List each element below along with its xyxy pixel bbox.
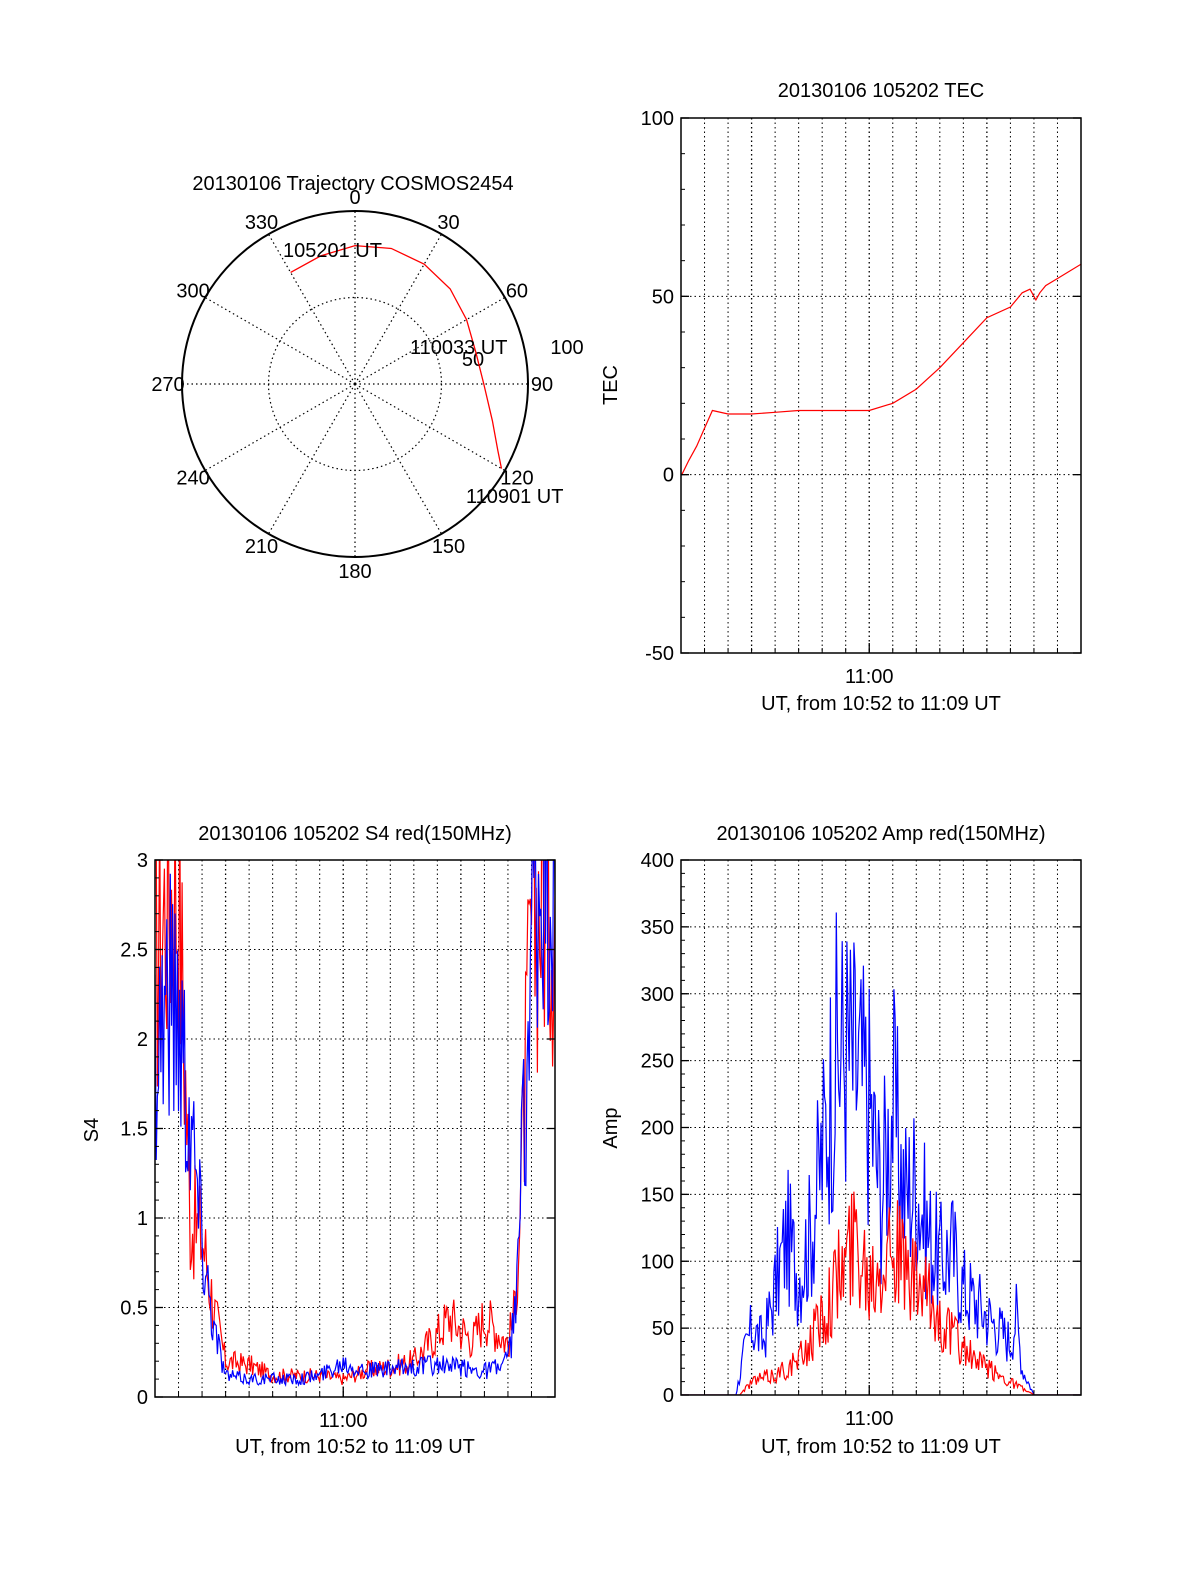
s4-title: 20130106 105202 S4 red(150MHz) [198, 823, 512, 845]
x-tick-label: 11:00 [319, 1410, 368, 1432]
polar-spoke [354, 296, 506, 385]
y-tick-label: 0.5 [120, 1298, 148, 1320]
annotation-end-time: 110901 UT [466, 486, 563, 508]
tec-red-series-line [681, 263, 1081, 475]
tec-x-axis-label: UT, from 10:52 to 11:09 UT [761, 693, 1001, 715]
amp-series [681, 912, 1081, 1395]
y-tick-label: 1 [137, 1208, 148, 1230]
amp-grid [681, 860, 1081, 1395]
s4-x-ticks: 11:00 [178, 1387, 532, 1432]
amp-title: 20130106 105202 Amp red(150MHz) [716, 823, 1045, 845]
y-tick-label: 350 [641, 917, 674, 939]
s4-series [155, 860, 555, 1388]
y-tick-label: 0 [663, 465, 674, 487]
polar-spoke [354, 383, 506, 472]
y-tick-label: 50 [652, 1318, 674, 1340]
polar-azimuth-label: 90 [531, 374, 553, 396]
polar-trajectory-plot: 20130106 Trajectory COSMOS2454 0 30 60 90 12… [151, 173, 583, 583]
amp-blue-series-line [681, 912, 1081, 1395]
polar-spoke [354, 383, 443, 535]
s4-y-ticks: 0 0.5 1 1.5 2 2.5 3 [120, 850, 555, 1409]
y-tick-label: 1.5 [120, 1119, 148, 1141]
polar-azimuth-label: 120 [500, 468, 533, 490]
y-tick-label: 2 [137, 1029, 148, 1051]
tec-y-ticks: -50 0 50 100 [641, 108, 1081, 665]
y-tick-label: 2.5 [120, 940, 148, 962]
polar-trajectory-line [290, 244, 503, 469]
s4-blue-series-line [155, 860, 555, 1388]
tec-grid [681, 118, 1081, 653]
tec-plot-frame [680, 117, 1082, 654]
amp-y-axis-label: Amp [600, 1107, 622, 1148]
y-tick-label: 3 [137, 850, 148, 872]
polar-spoke [354, 233, 443, 385]
y-tick-label: -50 [645, 643, 674, 665]
s4-plot: 20130106 105202 S4 red(150MHz) 0 0.5 1 1.5 2… [81, 823, 556, 1458]
polar-azimuth-label: 330 [245, 212, 278, 234]
amp-x-axis-label: UT, from 10:52 to 11:09 UT [761, 1436, 1001, 1458]
amp-red-series-line [681, 1191, 1081, 1395]
amp-x-ticks: 11:00 [704, 1385, 1058, 1430]
amp-plot: 20130106 105202 Amp red(150MHz) 0 50 100 15… [600, 823, 1082, 1458]
s4-y-axis-label: S4 [81, 1118, 103, 1142]
polar-spoke [204, 296, 356, 385]
s4-x-axis-label: UT, from 10:52 to 11:09 UT [235, 1436, 475, 1458]
polar-series [290, 244, 503, 469]
polar-outer-circle [181, 210, 529, 558]
tec-x-ticks: 11:00 [704, 643, 1058, 688]
y-tick-label: 0 [663, 1385, 674, 1407]
polar-grid [182, 211, 528, 557]
tec-y-axis-label: TEC [600, 365, 622, 405]
y-tick-label: 100 [641, 1251, 674, 1273]
annotation-start-time: 105201 UT [283, 240, 382, 262]
polar-ring-label: 100 [550, 337, 583, 359]
y-tick-label: 150 [641, 1184, 674, 1206]
tec-title: 20130106 105202 TEC [778, 80, 984, 102]
y-tick-label: 0 [137, 1387, 148, 1409]
polar-azimuth-label: 210 [245, 536, 278, 558]
polar-title: 20130106 Trajectory COSMOS2454 [192, 173, 513, 195]
polar-azimuth-label: 30 [437, 212, 459, 234]
polar-azimuth-label: 270 [151, 374, 184, 396]
polar-azimuth-label: 60 [506, 281, 528, 303]
x-tick-label: 11:00 [845, 666, 894, 688]
y-tick-label: 400 [641, 850, 674, 872]
annotation-mid-time: 110033 UT [410, 337, 507, 359]
amp-y-ticks: 0 50 100 150 200 250 300 350 400 [641, 850, 1081, 1407]
tec-series [681, 263, 1081, 475]
y-tick-label: 200 [641, 1118, 674, 1140]
polar-azimuth-label: 0 [349, 187, 360, 209]
polar-azimuth-label: 180 [338, 561, 371, 583]
polar-azimuth-label: 150 [432, 536, 465, 558]
s4-grid [155, 860, 555, 1397]
y-tick-label: 100 [641, 108, 674, 130]
y-tick-label: 50 [652, 286, 674, 308]
x-tick-label: 11:00 [845, 1408, 894, 1430]
polar-annotations: 105201 UT 110033 UT 110901 UT [283, 240, 563, 508]
polar-spoke [267, 233, 356, 385]
polar-azimuth-label: 240 [176, 468, 209, 490]
polar-spoke [267, 383, 356, 535]
polar-spoke [204, 383, 356, 472]
polar-azimuth-label: 300 [176, 281, 209, 303]
y-tick-label: 250 [641, 1051, 674, 1073]
y-tick-label: 300 [641, 984, 674, 1006]
s4-red-series-line [155, 860, 555, 1386]
